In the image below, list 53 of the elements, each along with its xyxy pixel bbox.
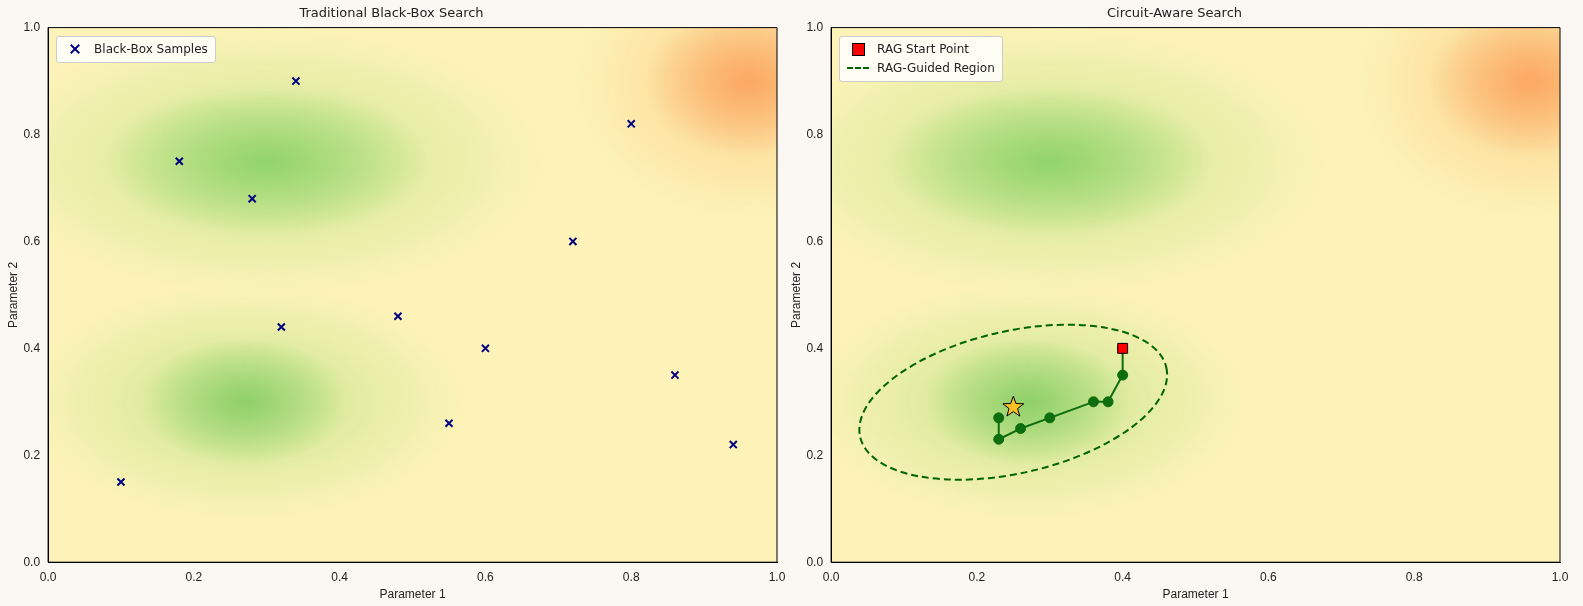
x-axis-title: Parameter 1 — [1162, 587, 1229, 602]
y-tick-label: 0.6 — [23, 233, 41, 248]
point — [1087, 396, 1099, 408]
point — [276, 322, 286, 332]
point — [291, 76, 301, 86]
y-tick-label: 1.0 — [806, 19, 824, 34]
y-tick-label: 0.2 — [23, 447, 41, 462]
y-tick-label: 0.0 — [23, 554, 41, 569]
point — [247, 194, 257, 204]
y-axis-title: Parameter 2 — [5, 261, 20, 328]
point — [1102, 396, 1114, 408]
x-tick-label: 0.2 — [185, 569, 203, 584]
chart-title: Traditional Black-Box Search — [298, 5, 484, 21]
point — [444, 418, 454, 428]
point — [1002, 395, 1025, 417]
point — [480, 343, 490, 353]
legend-label: RAG Start Point — [877, 40, 969, 58]
x-axis-title: Parameter 1 — [379, 587, 446, 602]
y-tick-label: 0.8 — [23, 126, 41, 141]
y-tick-label: 1.0 — [23, 19, 41, 34]
x-tick-label: 0.6 — [1260, 569, 1278, 584]
y-tick-label: 0.2 — [806, 447, 824, 462]
point — [1117, 369, 1129, 381]
x-tick-label: 0.0 — [39, 569, 57, 584]
annotation: RAG-Guided Region — [877, 59, 995, 77]
point — [728, 440, 738, 450]
point — [993, 412, 1005, 424]
point — [116, 477, 126, 487]
x-tick-label: 0.4 — [331, 569, 349, 584]
x-tick-label: 0.4 — [1114, 569, 1132, 584]
point — [626, 119, 636, 129]
point — [568, 236, 578, 246]
point — [174, 156, 184, 166]
x-tick-label: 0.2 — [968, 569, 986, 584]
point — [1044, 412, 1056, 424]
chart-title: Circuit-Aware Search — [1106, 5, 1243, 21]
x-tick-label: 0.0 — [822, 569, 840, 584]
point — [670, 370, 680, 380]
x-tick-label: 0.6 — [477, 569, 495, 584]
y-tick-label: 0.6 — [806, 233, 824, 248]
y-tick-label: 0.4 — [23, 340, 41, 355]
y-tick-label: 0.8 — [806, 126, 824, 141]
y-axis-title: Parameter 2 — [788, 261, 803, 328]
x-tick-label: 0.8 — [1405, 569, 1423, 584]
point — [393, 311, 403, 321]
y-tick-label: 0.0 — [806, 554, 824, 569]
x-tick-label: 1.0 — [768, 569, 786, 584]
point — [1015, 423, 1027, 435]
y-tick-label: 0.4 — [806, 340, 824, 355]
x-tick-label: 0.8 — [622, 569, 640, 584]
legend-label: Black-Box Samples — [94, 40, 208, 58]
x-tick-label: 1.0 — [1551, 569, 1569, 584]
point — [993, 433, 1005, 445]
